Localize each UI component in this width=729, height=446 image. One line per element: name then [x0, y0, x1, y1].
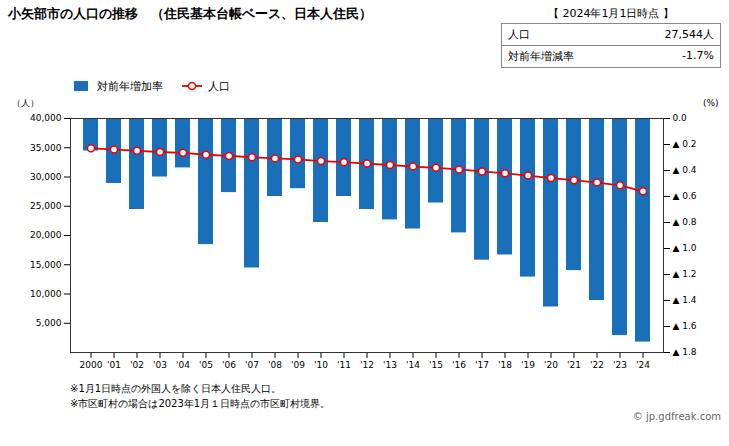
svg-text:'03: '03: [153, 360, 167, 370]
svg-text:'05: '05: [199, 360, 213, 370]
svg-text:'12: '12: [360, 360, 374, 370]
svg-text:40,000: 40,000: [30, 113, 62, 123]
svg-text:'21: '21: [567, 360, 581, 370]
svg-text:'22: '22: [590, 360, 604, 370]
html-text:-1.7%: -1.7%: [682, 49, 714, 62]
svg-text:'06: '06: [222, 360, 236, 370]
svg-text:'17: '17: [475, 360, 489, 370]
svg-text:▲ 1.8: ▲ 1.8: [673, 347, 697, 357]
html-text:対前年増加率: 対前年増加率: [97, 79, 163, 93]
svg-text:'07: '07: [245, 360, 259, 370]
svg-text:▲ 1.4: ▲ 1.4: [673, 295, 697, 305]
svg-text:▲ 1.2: ▲ 1.2: [673, 269, 697, 279]
svg-text:2000: 2000: [80, 360, 103, 370]
svg-text:'18: '18: [498, 360, 512, 370]
svg-text:20,000: 20,000: [30, 230, 62, 240]
svg-text:'04: '04: [176, 360, 190, 370]
svg-text:▲ 0.4: ▲ 0.4: [673, 165, 697, 175]
svg-text:▲ 0.2: ▲ 0.2: [673, 139, 697, 149]
html-text:人口: 人口: [208, 79, 230, 93]
svg-text:▲ 0.8: ▲ 0.8: [673, 217, 697, 227]
svg-text:30,000: 30,000: [30, 172, 62, 182]
svg-text:'13: '13: [383, 360, 397, 370]
svg-text:'01: '01: [107, 360, 121, 370]
svg-text:'11: '11: [337, 360, 351, 370]
svg-text:'15: '15: [429, 360, 443, 370]
svg-text:35,000: 35,000: [30, 143, 62, 153]
html-text:※1月1日時点の外国人を除く日本人住民人口。: ※1月1日時点の外国人を除く日本人住民人口。: [70, 383, 282, 394]
html-text:【 2024年1月1日時点 】: 【 2024年1月1日時点 】: [548, 7, 674, 20]
svg-text:'10: '10: [314, 360, 328, 370]
svg-text:▲ 1.0: ▲ 1.0: [673, 243, 697, 253]
svg-text:15,000: 15,000: [30, 260, 62, 270]
svg-text:▲ 1.6: ▲ 1.6: [673, 321, 697, 331]
html-text:27,544人: 27,544人: [664, 28, 714, 41]
svg-text:'14: '14: [406, 360, 420, 370]
svg-text:5,000: 5,000: [36, 318, 62, 328]
svg-text:'09: '09: [291, 360, 305, 370]
svg-text:▲ 0.6: ▲ 0.6: [673, 191, 697, 201]
html-text:対前年増減率: 対前年増減率: [508, 50, 574, 63]
svg-text:'19: '19: [521, 360, 535, 370]
svg-text:(%): (%): [703, 98, 719, 108]
html-text:小矢部市の人口の推移 （住民基本台帳ベース、日本人住民）: 小矢部市の人口の推移 （住民基本台帳ベース、日本人住民）: [8, 6, 372, 21]
svg-text:0.0: 0.0: [673, 113, 688, 123]
svg-text:10,000: 10,000: [30, 289, 62, 299]
svg-text:'20: '20: [544, 360, 558, 370]
svg-text:（人）: （人）: [12, 98, 39, 108]
html-text:人口: 人口: [508, 28, 530, 41]
svg-text:25,000: 25,000: [30, 201, 62, 211]
svg-text:'08: '08: [268, 360, 282, 370]
svg-text:'23: '23: [613, 360, 627, 370]
html-text:© jp.gdfreak.com: © jp.gdfreak.com: [632, 411, 721, 422]
svg-text:'16: '16: [452, 360, 466, 370]
svg-text:'02: '02: [130, 360, 144, 370]
svg-text:'24: '24: [636, 360, 650, 370]
html-text:※市区町村の場合は2023年1月１日時点の市区町村境界。: ※市区町村の場合は2023年1月１日時点の市区町村境界。: [70, 397, 331, 409]
